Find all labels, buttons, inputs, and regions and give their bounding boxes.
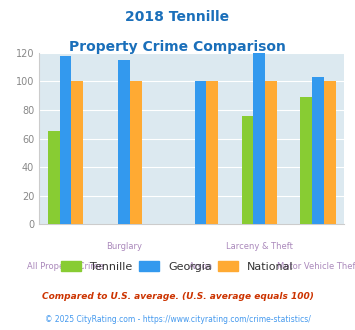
Bar: [118, 60, 130, 224]
Text: All Property Crime: All Property Crime: [27, 262, 104, 271]
Bar: [300, 97, 312, 224]
Legend: Tennille, Georgia, National: Tennille, Georgia, National: [61, 261, 294, 272]
Text: Compared to U.S. average. (U.S. average equals 100): Compared to U.S. average. (U.S. average …: [42, 292, 313, 301]
Text: Property Crime Comparison: Property Crime Comparison: [69, 40, 286, 53]
Text: © 2025 CityRating.com - https://www.cityrating.com/crime-statistics/: © 2025 CityRating.com - https://www.city…: [45, 315, 310, 324]
Bar: [312, 77, 324, 224]
Bar: [71, 82, 83, 224]
Text: Arson: Arson: [189, 262, 213, 271]
Bar: [206, 82, 218, 224]
Bar: [48, 131, 60, 224]
Bar: [60, 56, 71, 224]
Bar: [253, 53, 265, 224]
Bar: [265, 82, 277, 224]
Text: Burglary: Burglary: [106, 242, 142, 250]
Bar: [195, 82, 206, 224]
Text: Motor Vehicle Theft: Motor Vehicle Theft: [277, 262, 355, 271]
Text: 2018 Tennille: 2018 Tennille: [125, 10, 230, 24]
Bar: [324, 82, 335, 224]
Bar: [130, 82, 142, 224]
Text: Larceny & Theft: Larceny & Theft: [226, 242, 293, 250]
Bar: [242, 116, 253, 224]
